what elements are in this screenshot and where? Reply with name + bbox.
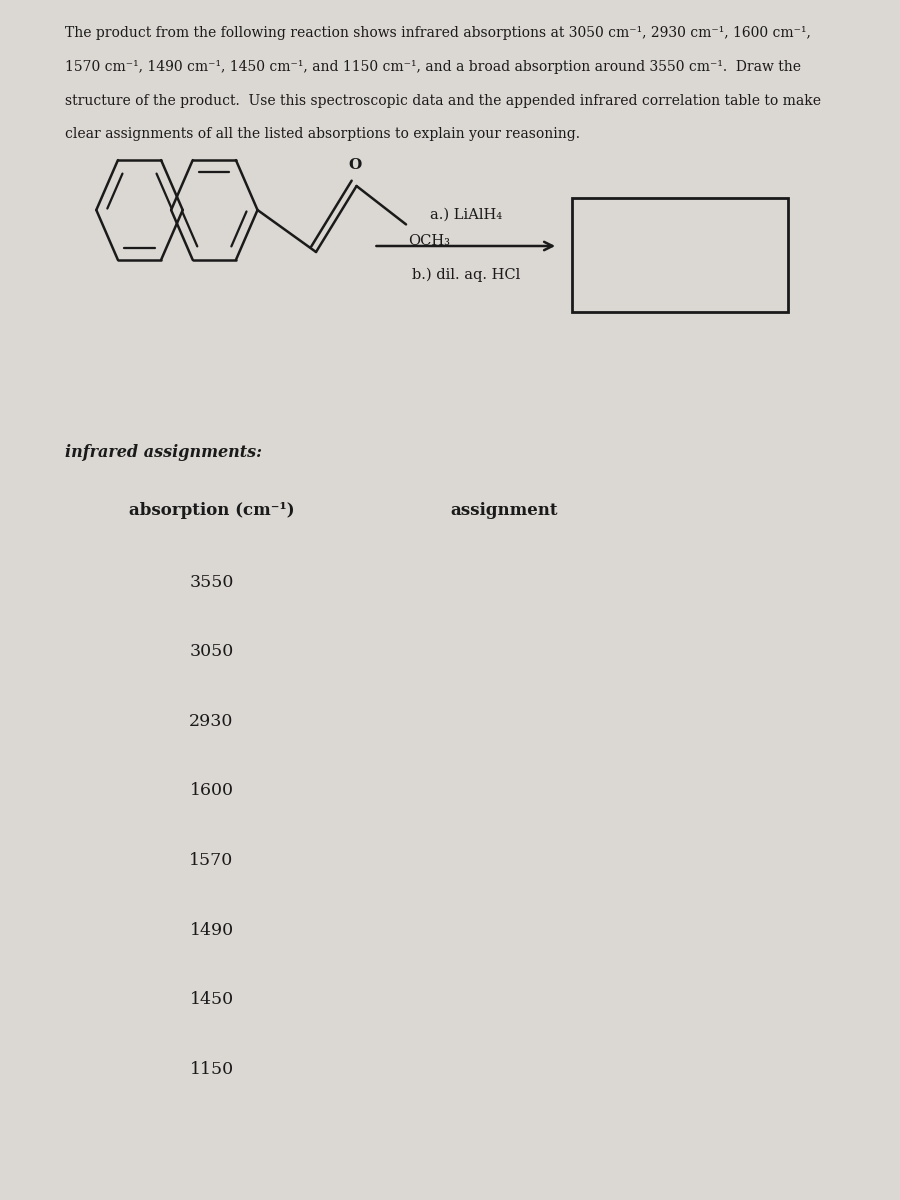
Text: 1490: 1490 bbox=[189, 922, 234, 938]
Text: infrared assignments:: infrared assignments: bbox=[65, 444, 262, 461]
Text: structure of the product.  Use this spectroscopic data and the appended infrared: structure of the product. Use this spect… bbox=[65, 94, 821, 108]
Text: 1570 cm⁻¹, 1490 cm⁻¹, 1450 cm⁻¹, and 1150 cm⁻¹, and a broad absorption around 35: 1570 cm⁻¹, 1490 cm⁻¹, 1450 cm⁻¹, and 115… bbox=[65, 60, 801, 74]
Text: absorption (cm⁻¹): absorption (cm⁻¹) bbox=[129, 502, 294, 518]
Text: 1150: 1150 bbox=[189, 1061, 234, 1078]
Text: clear assignments of all the listed absorptions to explain your reasoning.: clear assignments of all the listed abso… bbox=[65, 127, 580, 142]
Text: 3050: 3050 bbox=[189, 643, 234, 660]
Text: assignment: assignment bbox=[450, 502, 558, 518]
Text: 1570: 1570 bbox=[189, 852, 234, 869]
Text: 2930: 2930 bbox=[189, 713, 234, 730]
Text: The product from the following reaction shows infrared absorptions at 3050 cm⁻¹,: The product from the following reaction … bbox=[65, 26, 811, 41]
Text: a.) LiAlH₄: a.) LiAlH₄ bbox=[429, 208, 502, 222]
Text: O: O bbox=[348, 157, 361, 172]
Text: OCH₃: OCH₃ bbox=[408, 234, 450, 248]
Text: 3550: 3550 bbox=[189, 574, 234, 590]
Text: 1450: 1450 bbox=[189, 991, 234, 1008]
Text: 1600: 1600 bbox=[190, 782, 233, 799]
Text: b.) dil. aq. HCl: b.) dil. aq. HCl bbox=[411, 268, 520, 282]
